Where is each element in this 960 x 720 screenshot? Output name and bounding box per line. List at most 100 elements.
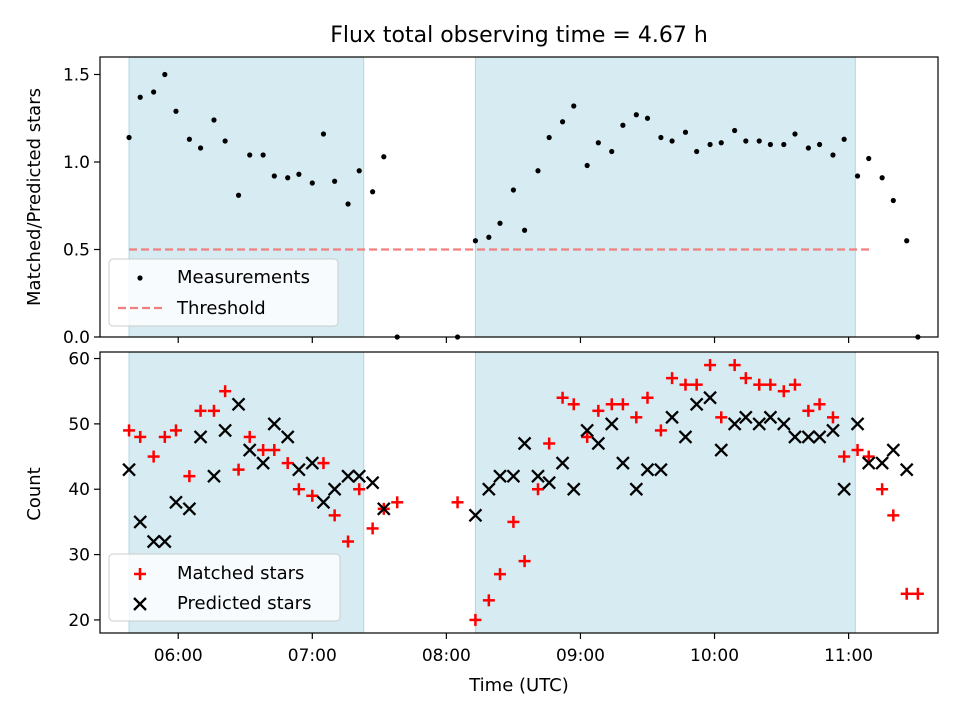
predicted-star-stroke xyxy=(678,430,693,444)
predicted-star-point xyxy=(591,436,606,451)
measurement-point xyxy=(126,134,132,141)
predicted-star-point xyxy=(352,469,367,483)
predicted-star-point xyxy=(678,430,693,444)
predicted-star-point xyxy=(316,495,331,510)
predicted-star-stroke xyxy=(146,534,161,549)
predicted-star-stroke xyxy=(727,417,742,431)
predicted-star-point xyxy=(654,462,668,477)
measurement-point xyxy=(669,138,675,144)
predicted-star-point xyxy=(256,456,270,470)
predicted-star-stroke xyxy=(242,443,257,457)
predicted-star-stroke xyxy=(122,462,136,477)
bottom-axes: 20 30 40 50 60 06:00 07:00 08:00 09:00 10:00 11:00 xyxy=(68,350,939,666)
matched-star-point xyxy=(268,444,281,457)
predicted-star-point xyxy=(665,410,679,425)
measurement-point xyxy=(609,148,615,155)
predicted-star-stroke xyxy=(886,443,901,457)
predicted-star-stroke xyxy=(629,482,644,497)
measurement-point xyxy=(151,89,157,95)
predicted-star-point xyxy=(468,508,483,523)
predicted-star-point xyxy=(157,534,172,549)
bottom-y-tick-label: 20 xyxy=(68,611,90,631)
bottom-x-tick-label: 11:00 xyxy=(824,646,873,666)
predicted-star-point xyxy=(531,469,545,483)
predicted-star-point xyxy=(555,456,570,470)
predicted-star-stroke xyxy=(193,430,208,444)
measurement-point xyxy=(546,134,552,141)
top-plot-frame xyxy=(99,56,939,338)
measurement-point xyxy=(271,173,277,179)
matched-star-point xyxy=(900,587,913,600)
matched-star-point xyxy=(194,404,207,417)
matched-star-point xyxy=(257,444,270,457)
measurement-point xyxy=(381,154,387,160)
x-axis-label: Time (UTC) xyxy=(468,675,569,696)
measurement-point xyxy=(732,127,738,134)
matched-star-point xyxy=(518,555,531,568)
predicted-star-point xyxy=(292,462,306,477)
matched-star-point xyxy=(169,424,182,437)
measurement-point xyxy=(781,141,787,148)
measurement-point xyxy=(197,145,204,151)
top-legend-box xyxy=(108,258,339,327)
matched-star-point xyxy=(567,398,580,411)
predicted-star-point xyxy=(327,482,342,497)
predicted-star-stroke xyxy=(640,462,655,477)
predicted-star-stroke xyxy=(850,417,865,431)
predicted-star-stroke xyxy=(267,417,282,431)
predicted-star-point xyxy=(566,482,581,497)
matched-star-point xyxy=(876,483,889,496)
measurement-point xyxy=(830,152,836,158)
matched-star-point xyxy=(134,430,147,443)
matched-star-point xyxy=(183,470,196,483)
bottom-y-tick-label: 40 xyxy=(68,480,90,500)
measurement-point xyxy=(320,131,327,137)
top-measurement-points xyxy=(126,71,921,340)
matched-star-point xyxy=(826,411,839,424)
measurement-point xyxy=(345,201,351,207)
predicted-star-point xyxy=(776,417,791,431)
predicted-star-stroke xyxy=(468,508,483,523)
predicted-star-point xyxy=(542,475,556,490)
predicted-star-stroke xyxy=(182,502,197,516)
matched-star-point xyxy=(654,424,667,437)
measurement-point xyxy=(767,141,774,148)
measurement-point xyxy=(658,134,664,141)
predicted-star-stroke xyxy=(517,436,532,451)
predicted-star-point xyxy=(305,456,320,470)
measurement-point xyxy=(332,178,338,184)
predicted-star-point xyxy=(886,443,901,457)
measurement-point xyxy=(805,145,811,151)
matched-star-point xyxy=(391,496,404,509)
matched-stars-legend-label: Matched stars xyxy=(177,563,304,584)
matched-star-point xyxy=(813,398,826,411)
matched-star-point xyxy=(777,385,790,398)
measurement-point xyxy=(718,140,724,146)
predicted-star-stroke xyxy=(703,390,717,405)
predicted-star-stroke xyxy=(788,430,802,444)
matched-star-point xyxy=(666,372,679,385)
matched-star-point xyxy=(281,457,294,470)
bottom-x-tick-label: 08:00 xyxy=(422,646,471,666)
measurements-legend-marker xyxy=(137,275,143,281)
matched-star-point xyxy=(630,411,643,424)
top-y-tick-label: 0.0 xyxy=(63,328,90,348)
predicted-star-stroke xyxy=(752,417,767,431)
predicted-star-stroke xyxy=(218,423,232,438)
matched-star-point xyxy=(690,378,703,391)
measurement-point xyxy=(296,171,302,177)
predicted-star-stroke xyxy=(837,482,851,497)
predicted-star-stroke xyxy=(292,462,306,477)
predicted-star-stroke xyxy=(654,462,668,477)
predicted-star-stroke xyxy=(689,397,704,412)
predicted-star-stroke xyxy=(604,417,619,431)
predicted-star-stroke xyxy=(376,502,391,516)
measurement-point xyxy=(904,238,910,244)
matched-star-point xyxy=(543,437,556,450)
measurement-point xyxy=(694,148,700,155)
predicted-star-point xyxy=(207,469,221,483)
predicted-star-stroke xyxy=(305,456,320,470)
predicted-star-point xyxy=(365,475,380,490)
matched-star-point xyxy=(232,463,245,476)
predicted-star-point xyxy=(604,417,619,431)
